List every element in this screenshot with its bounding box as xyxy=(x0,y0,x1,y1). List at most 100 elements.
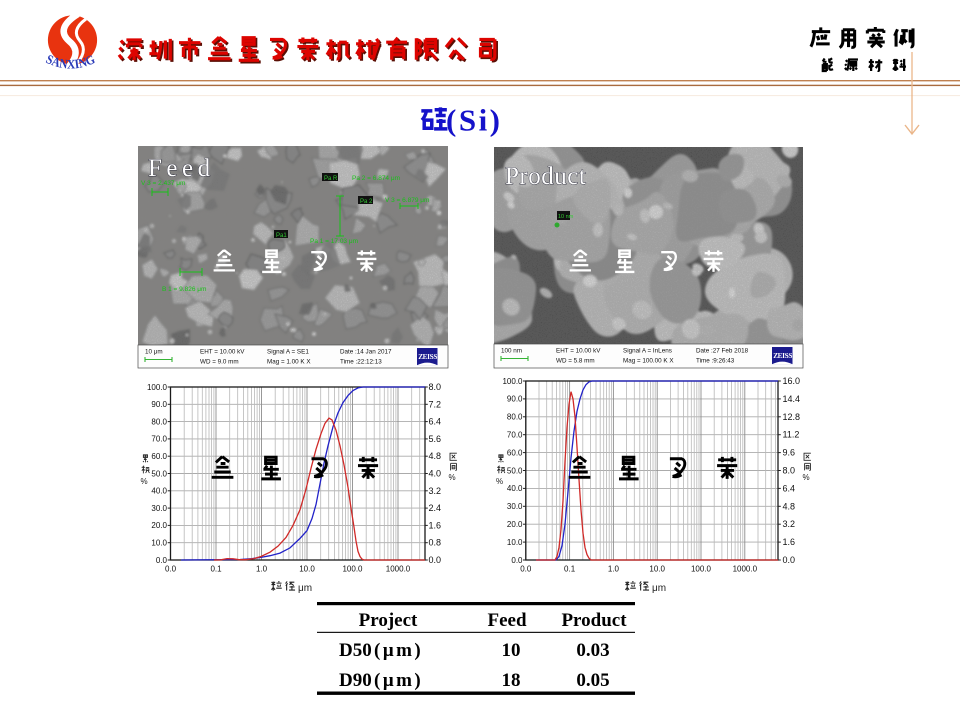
svg-text:0.05: 0.05 xyxy=(576,670,609,691)
svg-text:10.0: 10.0 xyxy=(299,565,315,574)
svg-text:D50: D50 xyxy=(339,640,372,661)
svg-text:0.1: 0.1 xyxy=(210,565,222,574)
svg-text:(μm): (μm) xyxy=(374,640,423,661)
svg-text:3.2: 3.2 xyxy=(429,486,442,496)
svg-text:18: 18 xyxy=(502,670,521,691)
svg-text:D90: D90 xyxy=(339,670,372,691)
svg-text:3.2: 3.2 xyxy=(783,519,796,529)
svg-text:WD = 9.0 mm: WD = 9.0 mm xyxy=(200,359,239,366)
svg-text:100.0: 100.0 xyxy=(691,565,712,574)
svg-text:30.0: 30.0 xyxy=(507,502,523,511)
svg-text:μm: μm xyxy=(298,583,312,594)
svg-text:0.0: 0.0 xyxy=(783,555,796,565)
svg-text:1.6: 1.6 xyxy=(429,520,442,530)
svg-text:4.0: 4.0 xyxy=(429,469,442,479)
svg-text:9.6: 9.6 xyxy=(783,448,796,458)
svg-text:SANXING: SANXING xyxy=(44,51,97,71)
svg-text:12.8: 12.8 xyxy=(783,412,801,422)
svg-text:16.0: 16.0 xyxy=(783,376,801,386)
svg-text:EHT = 10.00 kV: EHT = 10.00 kV xyxy=(200,349,245,356)
svg-text:1.0: 1.0 xyxy=(608,565,620,574)
svg-text:10.0: 10.0 xyxy=(151,539,167,548)
svg-text:ZEISS: ZEISS xyxy=(418,353,437,361)
svg-text:60.0: 60.0 xyxy=(507,448,523,457)
svg-text:B 1 = 9.826 μm: B 1 = 9.826 μm xyxy=(162,286,206,293)
svg-text:40.0: 40.0 xyxy=(151,487,167,496)
svg-text:70.0: 70.0 xyxy=(151,435,167,444)
svg-text:Pa 1 = 17.03 μm: Pa 1 = 17.03 μm xyxy=(310,238,358,245)
svg-text:20.0: 20.0 xyxy=(507,520,523,529)
svg-text:50.0: 50.0 xyxy=(507,466,523,475)
svg-text:10 μm: 10 μm xyxy=(145,349,163,356)
svg-text:Pa 2 = 6.874 μm: Pa 2 = 6.874 μm xyxy=(352,175,400,182)
svg-text:%: % xyxy=(449,473,456,482)
svg-text:4.8: 4.8 xyxy=(429,451,442,461)
svg-text:10.0: 10.0 xyxy=(507,538,523,547)
svg-text:40.0: 40.0 xyxy=(507,484,523,493)
svg-text:0.1: 0.1 xyxy=(564,565,576,574)
svg-text:70.0: 70.0 xyxy=(507,431,523,440)
svg-text:10.0: 10.0 xyxy=(649,565,665,574)
svg-text:0.0: 0.0 xyxy=(511,556,523,565)
svg-text:Date :14 Jan 2017: Date :14 Jan 2017 xyxy=(340,349,392,356)
svg-text:Pa R: Pa R xyxy=(324,176,338,182)
svg-text:90.0: 90.0 xyxy=(507,395,523,404)
svg-text:80.0: 80.0 xyxy=(507,413,523,422)
svg-text:Feed: Feed xyxy=(148,155,215,182)
svg-text:%: % xyxy=(141,477,148,486)
svg-text:1.0: 1.0 xyxy=(256,565,268,574)
svg-text:0.0: 0.0 xyxy=(520,565,532,574)
svg-text:30.0: 30.0 xyxy=(151,504,167,513)
svg-text:μm: μm xyxy=(652,583,666,594)
svg-text:6.4: 6.4 xyxy=(783,483,796,493)
svg-text:ZEISS: ZEISS xyxy=(773,352,792,360)
svg-text:90.0: 90.0 xyxy=(151,400,167,409)
svg-text:Feed: Feed xyxy=(487,610,526,631)
svg-text:V 3 = 6.879 μm: V 3 = 6.879 μm xyxy=(385,197,429,204)
svg-text:Signal A = InLens: Signal A = InLens xyxy=(623,348,672,355)
svg-text:WD = 5.8 mm: WD = 5.8 mm xyxy=(556,358,595,365)
svg-text:Time :9:26:43: Time :9:26:43 xyxy=(696,358,735,365)
svg-text:Time :22:12:13: Time :22:12:13 xyxy=(340,359,382,366)
svg-text:%: % xyxy=(803,473,810,482)
svg-text:(Si): (Si) xyxy=(446,103,503,138)
svg-text:11.2: 11.2 xyxy=(783,430,800,440)
svg-text:6.4: 6.4 xyxy=(429,417,442,427)
svg-text:Pa1: Pa1 xyxy=(276,233,287,239)
svg-text:Mag = 1.00 K X: Mag = 1.00 K X xyxy=(267,359,311,366)
svg-text:0.0: 0.0 xyxy=(429,555,442,565)
svg-text:V 3 = 2.437 μm: V 3 = 2.437 μm xyxy=(141,180,185,187)
svg-text:2.4: 2.4 xyxy=(429,503,442,513)
svg-text:7.2: 7.2 xyxy=(429,399,442,409)
svg-text:Signal A = SE1: Signal A = SE1 xyxy=(267,349,309,356)
svg-text:10 nm: 10 nm xyxy=(558,214,574,220)
svg-text:1000.0: 1000.0 xyxy=(386,565,411,574)
svg-text:Product: Product xyxy=(561,610,627,631)
svg-text:0.03: 0.03 xyxy=(576,640,609,661)
svg-text:20.0: 20.0 xyxy=(151,521,167,530)
svg-text:Product: Product xyxy=(505,163,586,190)
svg-text:14.4: 14.4 xyxy=(783,394,801,404)
svg-text:%: % xyxy=(496,477,503,486)
svg-text:0.0: 0.0 xyxy=(165,565,177,574)
svg-text:60.0: 60.0 xyxy=(151,452,167,461)
svg-text:8.0: 8.0 xyxy=(783,466,796,476)
svg-text:5.6: 5.6 xyxy=(429,434,442,444)
svg-text:0.8: 0.8 xyxy=(429,538,442,548)
svg-text:Date :27 Feb 2018: Date :27 Feb 2018 xyxy=(696,348,749,355)
svg-text:10: 10 xyxy=(502,640,521,661)
svg-text:1000.0: 1000.0 xyxy=(733,565,758,574)
svg-text:80.0: 80.0 xyxy=(151,417,167,426)
svg-text:1.6: 1.6 xyxy=(783,537,796,547)
svg-text:Project: Project xyxy=(359,610,418,631)
svg-text:100.0: 100.0 xyxy=(502,377,523,386)
svg-text:50.0: 50.0 xyxy=(151,469,167,478)
svg-text:Mag = 100.00 K X: Mag = 100.00 K X xyxy=(623,358,674,365)
svg-text:100.0: 100.0 xyxy=(342,565,363,574)
svg-text:EHT = 10.00 kV: EHT = 10.00 kV xyxy=(556,348,601,355)
svg-text:Pa 2: Pa 2 xyxy=(360,199,373,205)
svg-text:100 nm: 100 nm xyxy=(501,348,522,355)
svg-text:8.0: 8.0 xyxy=(429,382,442,392)
svg-text:(μm): (μm) xyxy=(374,670,423,691)
svg-text:4.8: 4.8 xyxy=(783,501,796,511)
